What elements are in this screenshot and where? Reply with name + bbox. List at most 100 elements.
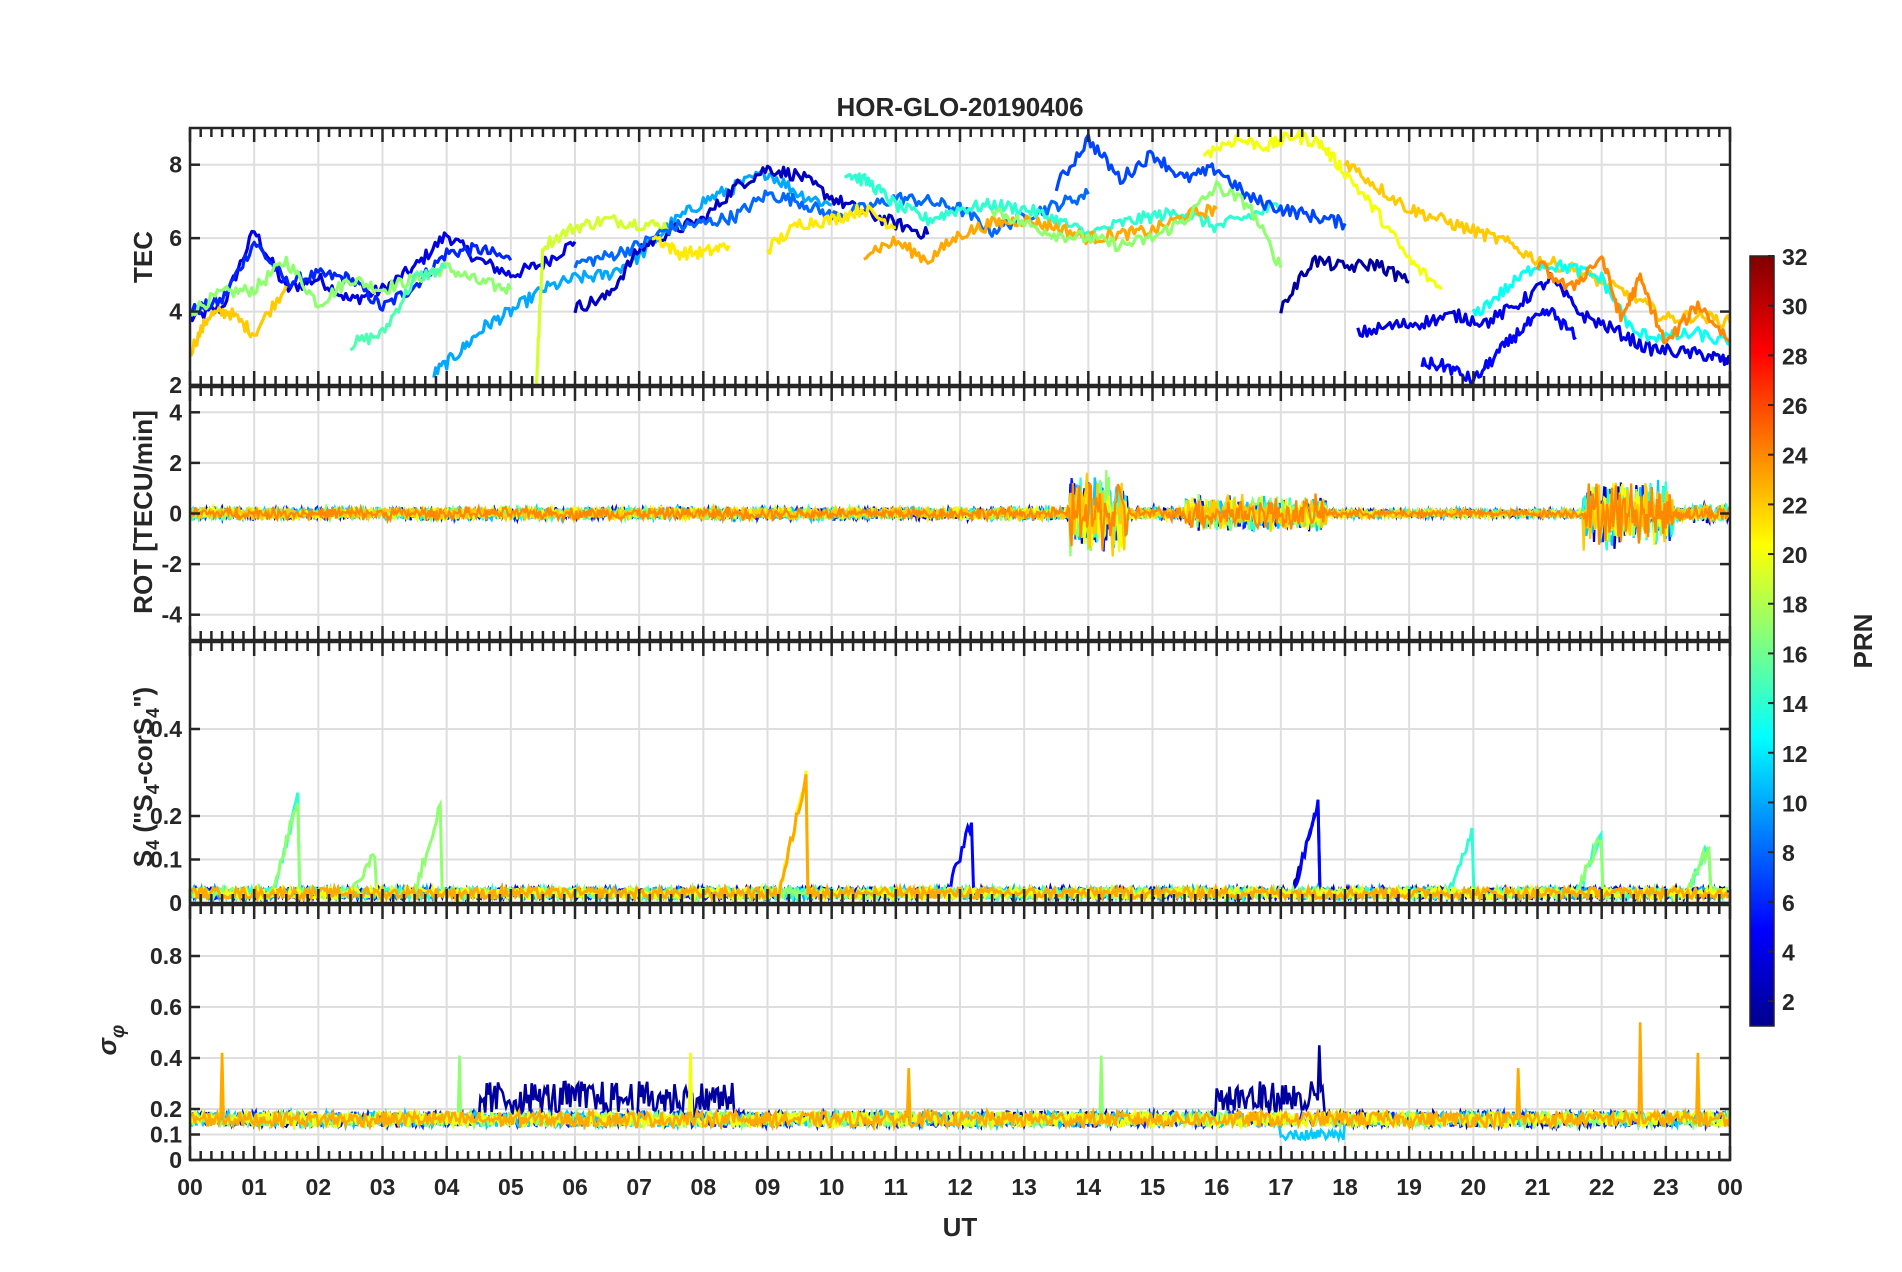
x-tick-label: 12 xyxy=(947,1174,973,1200)
chart-title: HOR-GLO-20190406 xyxy=(836,92,1083,122)
x-tick-label: 08 xyxy=(691,1174,717,1200)
tec-series-line xyxy=(990,180,1283,268)
sigma-phi-panel: 00.10.2 0.4 0.6 0.8 00 01 02 03 04 05 06 07 08 09 10 11… xyxy=(150,903,1743,1200)
colorbar-tick-label: 28 xyxy=(1782,343,1808,369)
x-tick-label: 20 xyxy=(1461,1174,1487,1200)
tec-series-line xyxy=(1054,133,1347,231)
tec-series-line xyxy=(190,229,577,323)
data-layer xyxy=(190,129,1730,385)
x-tick-label: 22 xyxy=(1589,1174,1615,1200)
tec-series-line xyxy=(1279,254,1410,314)
s4-axis-main: S xyxy=(128,850,158,867)
tec-series-line xyxy=(190,255,513,317)
tec-panel: 2 4 6 8 xyxy=(169,126,1732,398)
x-tick-label: 13 xyxy=(1011,1174,1037,1200)
colorbar-tick-label: 10 xyxy=(1782,790,1808,816)
colorbar-tick-label: 26 xyxy=(1782,393,1808,419)
tec-series-line xyxy=(1343,160,1730,329)
y-tick-label: 0.4 xyxy=(150,1045,182,1071)
x-tick-label: 02 xyxy=(306,1174,332,1200)
y-tick-label: 0 xyxy=(169,501,182,527)
x-tick-label: 15 xyxy=(1140,1174,1166,1200)
x-tick-label: 16 xyxy=(1204,1174,1230,1200)
colorbar-tick-label: 30 xyxy=(1782,294,1808,320)
y-tick-label: 0.4 xyxy=(150,716,182,742)
s4-axis-title: S4 ("S4-corS4") xyxy=(128,687,163,867)
colorbar-tick-label: 22 xyxy=(1782,492,1808,518)
s4-axis-rest-1: ("S xyxy=(128,794,158,840)
rot-axis-title: ROT [TECU/min] xyxy=(128,410,158,614)
colorbar-tick-label: 18 xyxy=(1782,592,1808,618)
y-tick-label: 0 xyxy=(169,890,182,916)
colorbar-tick-label: 32 xyxy=(1782,244,1808,270)
y-tick-label: 4 xyxy=(169,399,182,425)
y-tick-label: 0.2 xyxy=(150,1096,182,1122)
tec-series-line xyxy=(1202,129,1443,291)
x-tick-label: 03 xyxy=(370,1174,396,1200)
x-tick-label: 14 xyxy=(1076,1174,1102,1200)
x-tick-label: 23 xyxy=(1653,1174,1679,1200)
s4-axis-sub-2: 4 xyxy=(143,784,163,794)
x-tick-label: 01 xyxy=(241,1174,267,1200)
colorbar-tick-label: 16 xyxy=(1782,641,1808,667)
s4-axis-sub-3: 4 xyxy=(143,708,163,718)
rot-series-line xyxy=(190,482,1730,551)
colorbar-tick-label: 12 xyxy=(1782,741,1808,767)
colorbar-tick-label: 24 xyxy=(1782,443,1808,469)
x-tick-label: 11 xyxy=(884,1174,909,1200)
s4-panel: 0 0.1 0.2 0.4 xyxy=(150,640,1732,916)
tec-series-line xyxy=(1471,259,1730,347)
tec-series-line xyxy=(766,203,897,255)
sigma-phi-axis-title: σφ xyxy=(92,1025,129,1056)
s4-axis-rest-3: ") xyxy=(128,687,158,708)
y-tick-label: 0.1 xyxy=(150,847,182,873)
tec-series-line xyxy=(651,235,731,261)
x-tick-label: 07 xyxy=(626,1174,652,1200)
tec-series-line xyxy=(863,203,1218,265)
sigma-series-line xyxy=(190,1022,1730,1132)
x-tick-label: 09 xyxy=(755,1174,781,1200)
data-layer xyxy=(190,1022,1730,1144)
y-tick-label: 2 xyxy=(169,450,182,476)
x-tick-label: 10 xyxy=(819,1174,845,1200)
rot-panel: -4 -2 0 2 4 xyxy=(162,385,1732,642)
x-tick-label: 00 xyxy=(1717,1174,1743,1200)
colorbar-tick-label: 20 xyxy=(1782,542,1808,568)
x-tick-label: 17 xyxy=(1268,1174,1294,1200)
tec-series-line xyxy=(844,172,1283,242)
colorbar-gradient xyxy=(1749,255,1775,1027)
x-tick-label: 04 xyxy=(434,1174,460,1200)
x-tick-label: 05 xyxy=(498,1174,524,1200)
y-tick-label: 0.1 xyxy=(150,1122,182,1148)
y-tick-label: 8 xyxy=(169,152,182,178)
y-tick-label: 2 xyxy=(169,372,182,398)
s4-axis-rest-2: -corS xyxy=(128,718,158,784)
colorbar-tick-label: 2 xyxy=(1782,989,1795,1015)
y-tick-label: 6 xyxy=(169,225,182,251)
sigma-axis-sub: φ xyxy=(108,1025,129,1038)
colorbar-tick-label: 14 xyxy=(1782,691,1808,717)
tec-axis-title: TEC xyxy=(128,231,158,283)
x-tick-label: 00 xyxy=(177,1174,203,1200)
colorbar-tick-label: 4 xyxy=(1782,939,1795,965)
x-tick-label: 19 xyxy=(1396,1174,1422,1200)
data-layer xyxy=(190,469,1730,557)
x-tick-label: 21 xyxy=(1525,1174,1551,1200)
colorbar-tick-label: 8 xyxy=(1782,840,1795,866)
x-tick-label: 18 xyxy=(1332,1174,1358,1200)
tec-series-line xyxy=(349,262,448,352)
s4-axis-sub: 4 xyxy=(143,840,163,850)
x-axis-title: UT xyxy=(943,1212,978,1242)
colorbar-tick-label: 6 xyxy=(1782,890,1795,916)
tec-series-line xyxy=(534,214,673,384)
tec-series-line xyxy=(1536,255,1730,345)
y-tick-label: 0 xyxy=(169,1147,182,1173)
tec-series-line xyxy=(1420,306,1577,385)
y-tick-label: 0.8 xyxy=(150,943,182,969)
tec-series-line xyxy=(190,285,288,357)
colorbar-label: PRN xyxy=(1848,614,1878,669)
y-tick-label: -4 xyxy=(162,602,183,628)
x-tick-label: 06 xyxy=(562,1174,588,1200)
